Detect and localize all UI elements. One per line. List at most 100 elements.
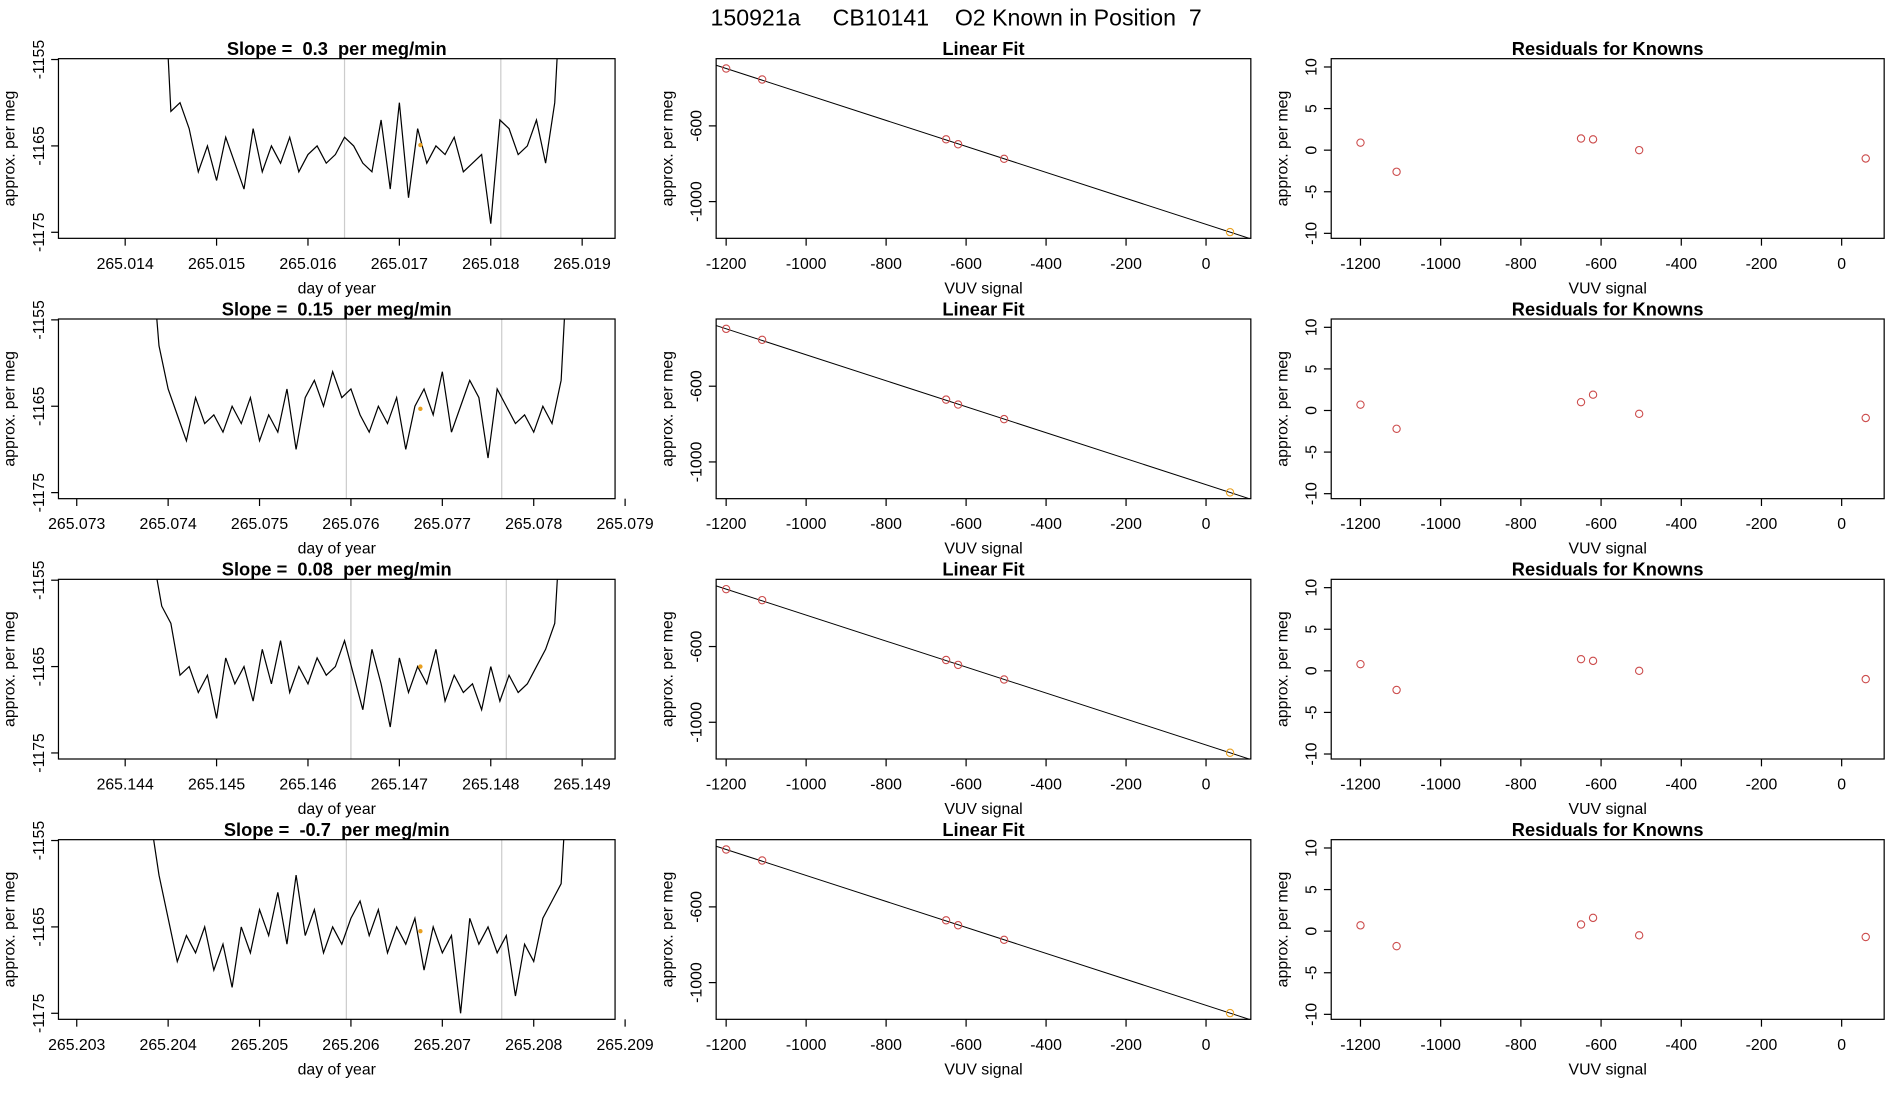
data-line: [156, 319, 565, 459]
data-point: [999, 154, 1009, 164]
data-point: [941, 135, 951, 144]
x-tick-label: -400: [1665, 516, 1697, 533]
y-tick-label: 5: [1304, 885, 1321, 894]
x-tick-label: -400: [1030, 777, 1062, 794]
x-tick-label: 0: [1202, 777, 1211, 794]
x-tick-label: 265.208: [505, 1037, 562, 1054]
panel-title: Residuals for Knowns: [1512, 559, 1704, 580]
x-tick-label: 265.073: [48, 516, 105, 533]
data-point: [1634, 409, 1644, 419]
x-tick-label: -800: [1505, 777, 1537, 794]
data-point: [1634, 666, 1644, 676]
data-point: [941, 916, 951, 925]
fit-line: [716, 845, 1251, 1020]
y-tick-label: -5: [1304, 445, 1321, 459]
x-axis-label: day of year: [298, 541, 377, 558]
panel: Slope = 0.15 per meg/min day of year appro…: [2, 298, 654, 558]
y-tick-label: 10: [1304, 58, 1321, 76]
plot-frame: [57, 839, 616, 1020]
y-tick-label: -600: [689, 891, 706, 923]
x-tick-label: -400: [1665, 1037, 1697, 1054]
y-tick-label: -5: [1304, 185, 1321, 199]
data-point: [953, 660, 963, 670]
y-tick-label: -5: [1304, 966, 1321, 980]
x-tick-label: 265.205: [231, 1037, 288, 1054]
y-tick-label: -1155: [31, 40, 48, 80]
x-axis-label: VUV signal: [1569, 1061, 1647, 1078]
figure-title: 150921a CB10141 O2 Known in Position 7: [710, 5, 1201, 31]
y-tick-label: 5: [1304, 104, 1321, 113]
y-axis-label: approx. per meg: [659, 91, 676, 207]
data-point: [999, 414, 1009, 424]
x-tick-label: 0: [1202, 256, 1211, 273]
x-tick-label: -200: [1746, 1037, 1778, 1054]
panel: Residuals for Knowns VUV signal approx. pe…: [1274, 559, 1885, 818]
x-tick-label: -800: [870, 777, 902, 794]
x-tick-label: 0: [1837, 256, 1846, 273]
x-tick-label: 265.018: [462, 256, 519, 273]
data-point: [941, 655, 951, 665]
y-tick-label: 0: [1304, 666, 1321, 675]
data-point: [1392, 167, 1401, 177]
x-tick-label: 0: [1202, 1037, 1211, 1054]
x-tick-label: -600: [950, 777, 982, 794]
panel: Linear Fit VUV signal approx. per meg -1200…: [659, 819, 1252, 1078]
data-line: [167, 58, 558, 224]
y-tick-label: -1165: [31, 907, 48, 947]
x-tick-label: -1000: [1420, 256, 1461, 273]
x-tick-label: 265.077: [414, 516, 471, 533]
fit-line: [716, 585, 1251, 760]
x-tick-label: -1000: [1420, 777, 1461, 794]
x-tick-label: -1200: [1340, 777, 1381, 794]
x-tick-label: 265.074: [140, 516, 197, 533]
y-axis-label: approx. per meg: [2, 872, 19, 988]
y-tick-label: 10: [1304, 318, 1321, 336]
x-tick-label: 265.076: [322, 516, 379, 533]
x-tick-label: -1200: [1340, 256, 1381, 273]
x-tick-label: -200: [1110, 516, 1142, 533]
x-tick-label: 265.014: [97, 256, 154, 273]
y-axis-label: approx. per meg: [1274, 611, 1291, 727]
y-tick-label: 10: [1304, 579, 1321, 597]
data-point: [1861, 932, 1870, 942]
panel: Residuals for Knowns VUV signal approx. pe…: [1274, 819, 1885, 1078]
x-tick-label: -200: [1110, 777, 1142, 794]
x-tick-label: -1200: [1340, 516, 1381, 533]
data-point: [1356, 659, 1365, 669]
y-tick-label: 0: [1304, 927, 1321, 936]
x-tick-label: -600: [950, 1037, 982, 1054]
x-axis-label: VUV signal: [944, 1061, 1022, 1078]
panel: Residuals for Knowns VUV signal approx. pe…: [1274, 38, 1885, 297]
plot-area: [716, 324, 1251, 499]
data-point: [757, 335, 767, 345]
panel-title: Linear Fit: [942, 298, 1024, 319]
y-tick-label: 5: [1304, 364, 1321, 373]
data-point: [1576, 654, 1586, 664]
panel: Slope = -0.7 per meg/min day of year appro…: [2, 819, 654, 1078]
y-tick-label: 5: [1304, 625, 1321, 634]
x-tick-label: -600: [1585, 777, 1617, 794]
panel-title: Slope = -0.7 per meg/min: [224, 819, 450, 840]
x-tick-label: -600: [950, 256, 982, 273]
y-tick-label: -10: [1304, 742, 1321, 765]
panel-title: Residuals for Knowns: [1512, 298, 1704, 319]
x-tick-label: 265.206: [322, 1037, 379, 1054]
panel-title: Linear Fit: [942, 559, 1024, 580]
data-point: [1225, 227, 1235, 237]
data-point: [1225, 1008, 1235, 1018]
panel: Slope = 0.3 per meg/min day of year approx…: [2, 38, 616, 297]
plot-frame: [715, 578, 1252, 760]
plot-area: [1356, 913, 1870, 951]
data-line: [156, 579, 558, 728]
panel: Residuals for Knowns VUV signal approx. pe…: [1274, 298, 1885, 558]
y-tick-label: 0: [1304, 406, 1321, 415]
data-point: [757, 856, 767, 865]
x-tick-label: -1000: [786, 256, 827, 273]
y-tick-label: -10: [1304, 1003, 1321, 1026]
x-tick-label: 265.019: [554, 256, 611, 273]
y-tick-label: -1165: [31, 386, 48, 426]
data-point: [1861, 154, 1870, 163]
x-tick-label: 265.145: [188, 777, 245, 794]
x-axis-label: VUV signal: [944, 541, 1022, 558]
x-axis-label: VUV signal: [1569, 541, 1647, 558]
